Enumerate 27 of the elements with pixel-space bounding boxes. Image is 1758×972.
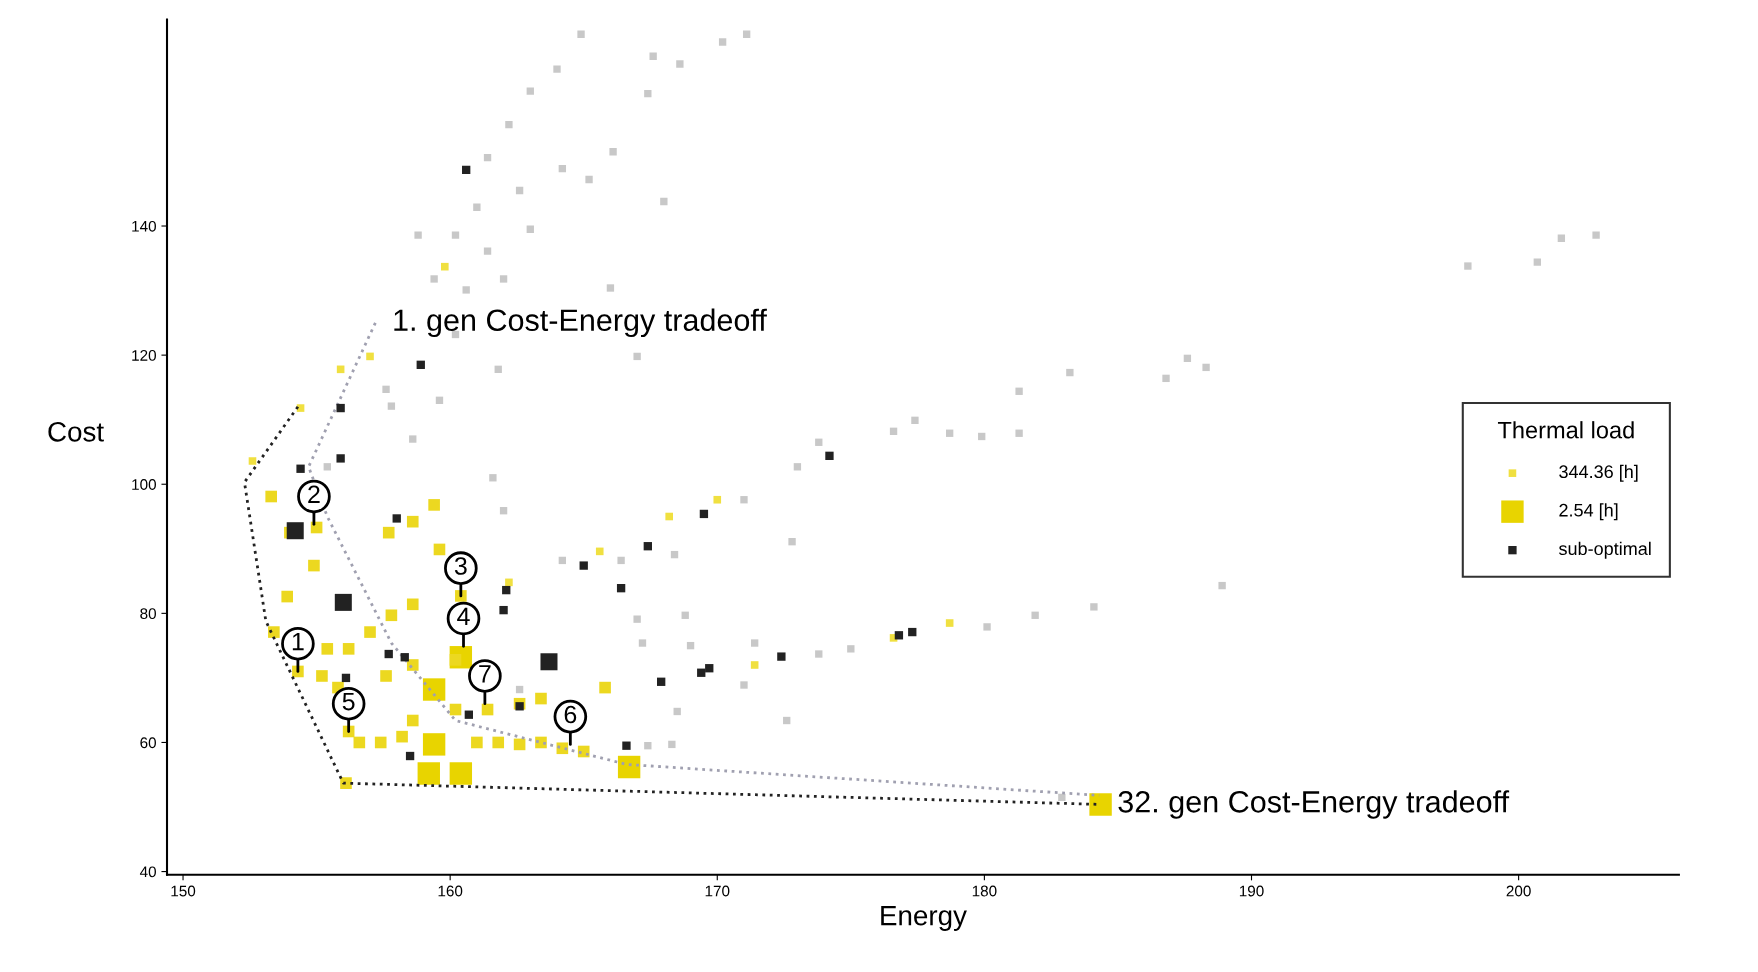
y-tick-label: 60	[140, 737, 156, 749]
legend-label: 2.54 [h]	[1559, 503, 1618, 521]
x-tick-label: 190	[1239, 885, 1264, 897]
annotation: 2	[308, 485, 320, 503]
y-tick-label: 140	[132, 220, 156, 232]
x-tick-label: 200	[1506, 885, 1531, 897]
y-axis-title: Cost	[48, 421, 104, 442]
y-tick-label: 40	[139, 866, 156, 878]
annotation: 7	[479, 665, 491, 683]
legend-title: Thermal load	[1497, 421, 1634, 439]
annotation: 5	[342, 692, 355, 711]
legend-label: sub-optimal	[1558, 541, 1651, 559]
annotation: 6	[564, 705, 577, 724]
y-tick-label: 120	[132, 350, 156, 361]
x-tick-label: 180	[972, 885, 997, 897]
annotation: 1	[292, 632, 304, 651]
legend-label: 344.36 [h]	[1559, 464, 1638, 482]
y-tick-label: 100	[132, 479, 156, 490]
annotation: 32. gen Cost-Energy tradeoff	[1118, 790, 1510, 819]
x-tick-label: 170	[705, 885, 730, 897]
annotation: 4	[457, 607, 470, 625]
y-tick-label: 80	[140, 608, 156, 620]
x-axis-title: Energy	[881, 906, 967, 931]
x-tick-label: 150	[171, 885, 196, 897]
annotation: 1. gen Cost-Energy tradeoff	[394, 308, 767, 338]
x-tick-label: 160	[438, 885, 463, 897]
annotation: 3	[454, 557, 467, 575]
